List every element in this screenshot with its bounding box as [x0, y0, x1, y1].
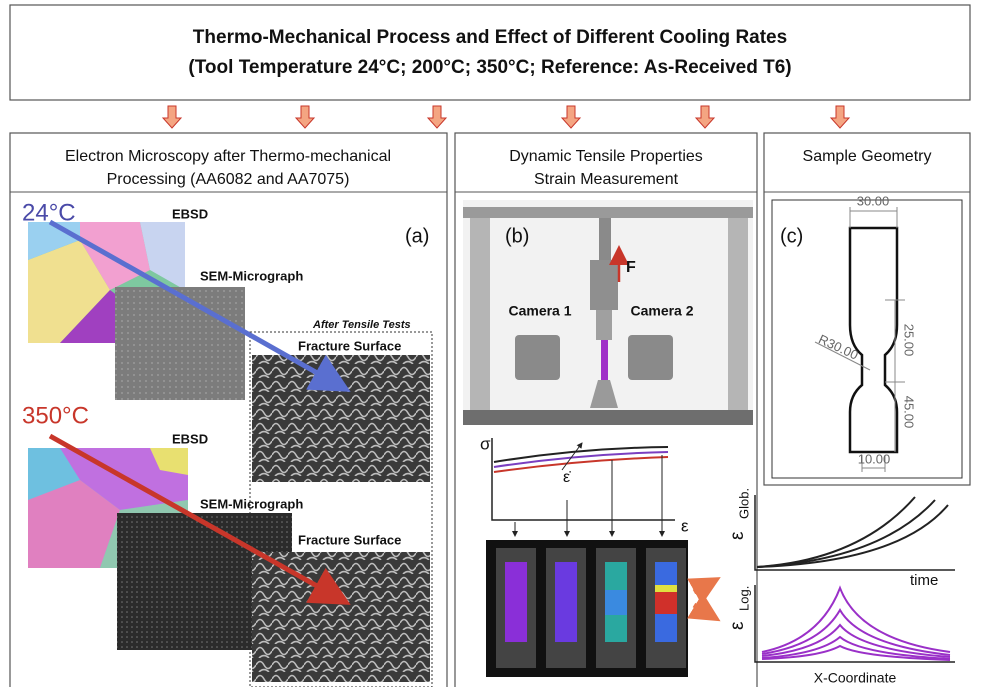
dimension: 30.00 [857, 193, 890, 208]
image-label: SEM-Micrograph [200, 268, 303, 283]
axis-label: σ [480, 434, 491, 453]
panel-heading: Strain Measurement [534, 171, 679, 188]
temperature: 24°C [22, 199, 76, 226]
panel-c [764, 133, 970, 485]
force-label: F [626, 259, 636, 276]
subtitle: (Tool Temperature 24°C; 200°C; 350°C; Re… [188, 57, 791, 78]
fracture-image [252, 355, 430, 482]
axis-label: ε [681, 516, 689, 535]
sem-image [115, 287, 245, 400]
header-box [10, 5, 970, 100]
camera-label: Camera 1 [508, 303, 571, 319]
image-label: Fracture Surface [298, 338, 401, 353]
image-label: EBSD [172, 431, 208, 446]
camera-label: Camera 2 [630, 303, 693, 319]
axis-label: ε [727, 621, 748, 630]
image-label: SEM-Micrograph [200, 496, 303, 511]
axis-label: time [910, 572, 938, 589]
panel-tag: (b) [505, 225, 529, 247]
dic-image [486, 540, 688, 677]
panel-tag: (a) [405, 225, 429, 247]
tensile-note: After Tensile Tests [312, 319, 411, 331]
image-label: EBSD [172, 206, 208, 221]
temperature: 350°C [22, 402, 89, 429]
fracture-image [252, 552, 430, 682]
panel-heading: Electron Microscopy after Thermo-mechani… [65, 148, 391, 165]
title: Thermo-Mechanical Process and Effect of … [193, 27, 787, 48]
dimension: 45.00 [902, 396, 917, 429]
image-label: Fracture Surface [298, 532, 401, 547]
dimension: 25.00 [902, 324, 917, 357]
global-strain-plot [755, 495, 955, 570]
axis-label-sub: Log. [736, 586, 751, 611]
annotation: ε̇ [563, 469, 571, 486]
local-strain-plot [755, 585, 955, 662]
flow-arrows [163, 106, 849, 128]
axis-label: X-Coordinate [814, 670, 897, 686]
axis-label: ε [727, 531, 748, 540]
panel-tag: (c) [780, 225, 803, 247]
dimension: 10.00 [858, 451, 891, 466]
panel-heading: Sample Geometry [803, 148, 932, 165]
axis-label-sub: Glob. [736, 488, 751, 519]
panel-heading: Dynamic Tensile Properties [509, 148, 703, 165]
panel-heading: Processing (AA6082 and AA7075) [107, 171, 350, 188]
figure: Thermo-Mechanical Process and Effect of … [0, 0, 982, 687]
